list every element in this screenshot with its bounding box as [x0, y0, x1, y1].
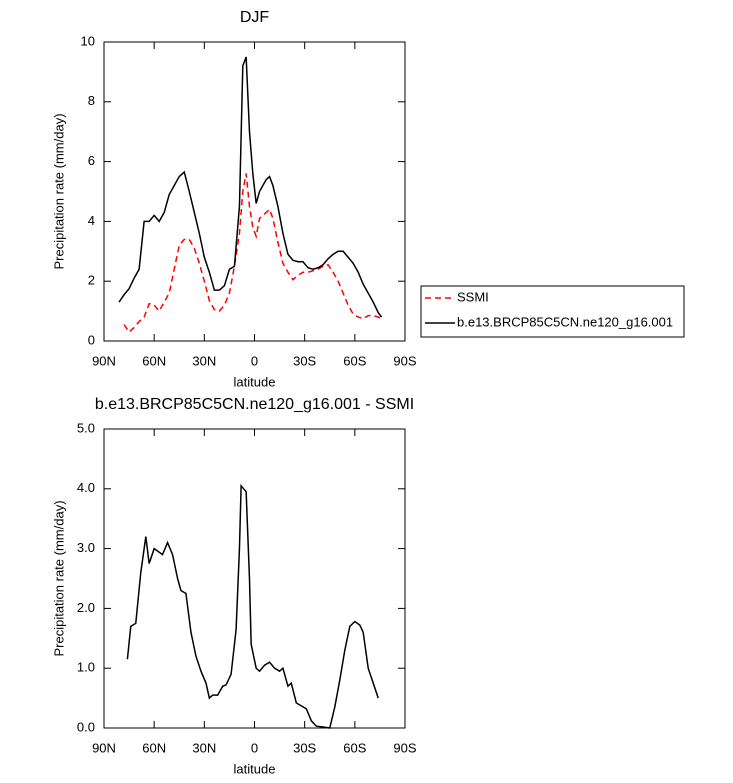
y-tick-label: 4.0: [77, 480, 95, 495]
series-line: [118, 56, 383, 318]
x-tick-label: 90S: [393, 353, 416, 368]
y-tick-label: 6: [88, 153, 95, 168]
x-tick-label: 0: [251, 740, 258, 755]
y-tick-label: 2.0: [77, 600, 95, 615]
chart-title: b.e13.BRCP85C5CN.ne120_g16.001 - SSMI: [95, 396, 414, 413]
x-axis-label: latitude: [234, 761, 276, 776]
legend-label: b.e13.BRCP85C5CN.ne120_g16.001: [457, 314, 673, 329]
x-tick-label: 60S: [343, 353, 366, 368]
x-tick-label: 90N: [92, 740, 116, 755]
x-tick-label: 90S: [393, 740, 416, 755]
x-tick-label: 0: [251, 353, 258, 368]
x-tick-label: 90N: [92, 353, 116, 368]
y-tick-label: 4: [88, 213, 95, 228]
x-tick-label: 60N: [142, 353, 166, 368]
x-tick-label: 30S: [293, 353, 316, 368]
y-tick-label: 0.0: [77, 719, 95, 734]
plot-frame: [103, 428, 406, 729]
x-tick-label: 30N: [192, 740, 216, 755]
x-tick-label: 30N: [192, 353, 216, 368]
x-tick-label: 60N: [142, 740, 166, 755]
y-tick-label: 2: [88, 273, 95, 288]
y-tick-label: 1.0: [77, 660, 95, 675]
y-tick-label: 0: [88, 332, 95, 347]
plot-frame: [103, 41, 406, 342]
y-tick-label: 8: [88, 93, 95, 108]
y-tick-label: 5.0: [77, 420, 95, 435]
series-line: [126, 483, 379, 729]
legend-box: [420, 285, 685, 338]
y-axis-label: Precipitation rate (mm/day): [51, 113, 66, 269]
series-line: [123, 173, 382, 334]
y-axis-label: Precipitation rate (mm/day): [51, 500, 66, 656]
legend-label: SSMI: [457, 289, 489, 304]
y-tick-label: 3.0: [77, 540, 95, 555]
chart-title: DJF: [240, 9, 270, 26]
x-axis-label: latitude: [234, 374, 276, 389]
x-tick-label: 30S: [293, 740, 316, 755]
x-tick-label: 60S: [343, 740, 366, 755]
y-tick-label: 10: [81, 33, 95, 48]
